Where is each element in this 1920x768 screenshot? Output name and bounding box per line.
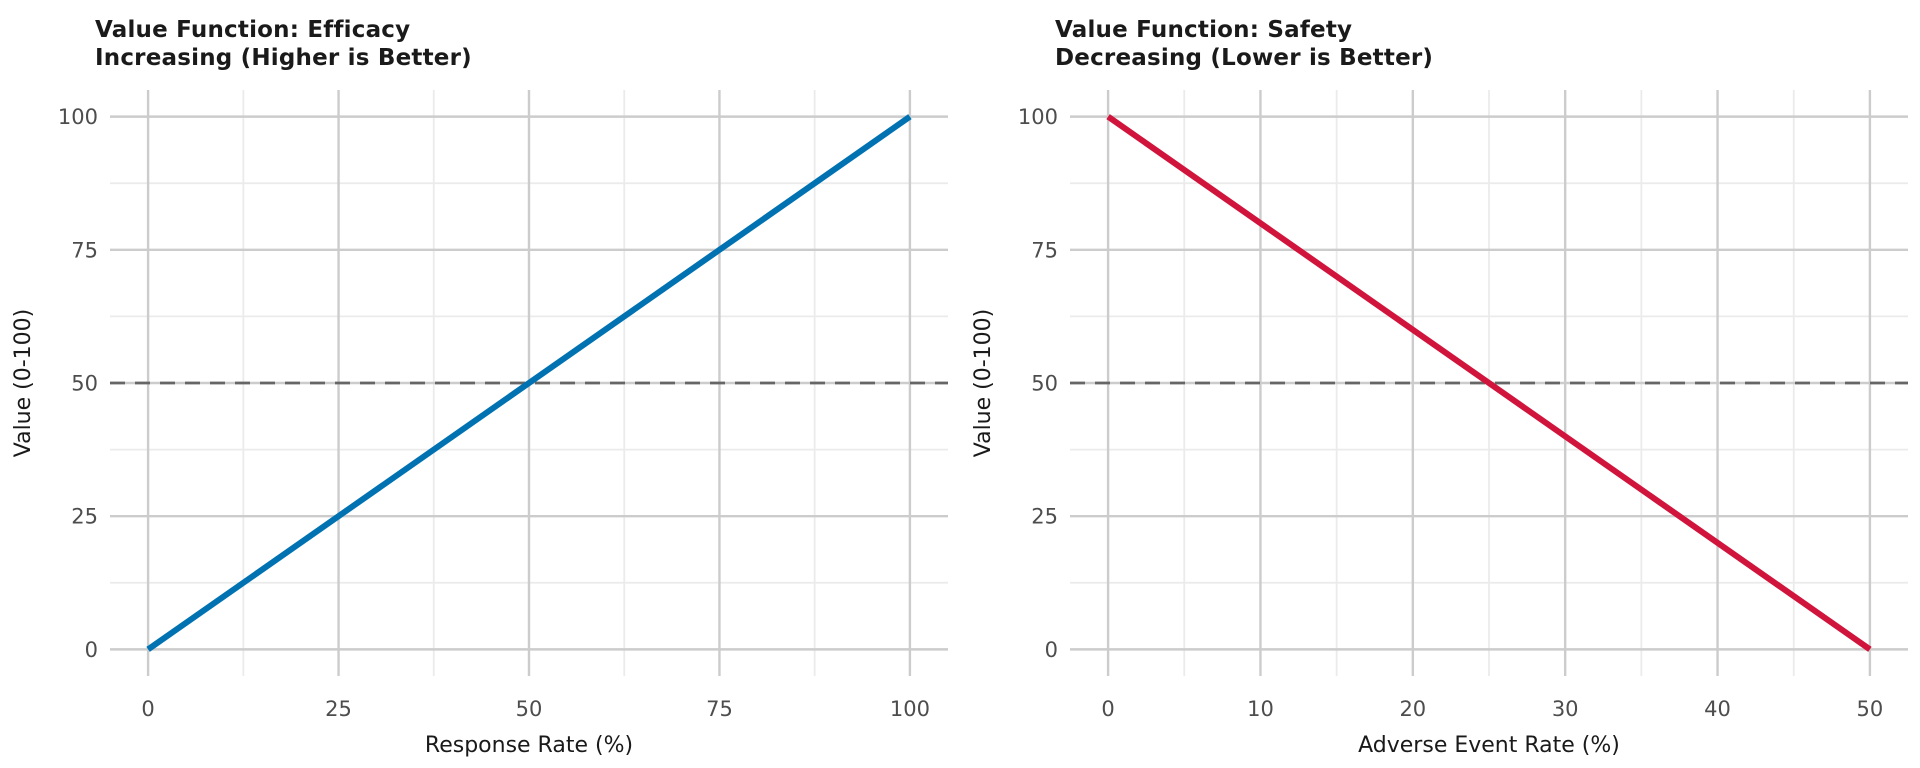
- safety-title-line1: Value Function: Safety: [1055, 17, 1353, 43]
- y-tick-label: 25: [1031, 505, 1058, 529]
- x-tick-label: 0: [1101, 697, 1114, 721]
- y-axis-label: Value (0-100): [11, 309, 36, 458]
- x-tick-label: 25: [325, 697, 352, 721]
- safety-title-line2: Decreasing (Lower is Better): [1055, 45, 1434, 72]
- x-tick-label: 50: [1857, 697, 1884, 721]
- y-tick-label: 100: [58, 105, 98, 129]
- efficacy-title-line1: Value Function: Efficacy: [95, 17, 411, 43]
- x-axis-label: Adverse Event Rate (%): [1358, 733, 1620, 758]
- y-tick-label: 50: [71, 372, 98, 396]
- efficacy-title-line2: Increasing (Higher is Better): [95, 45, 472, 72]
- y-tick-label: 75: [71, 238, 98, 262]
- y-tick-label: 50: [1031, 372, 1058, 396]
- x-tick-label: 50: [516, 697, 543, 721]
- y-tick-label: 100: [1018, 105, 1058, 129]
- y-tick-label: 75: [1031, 238, 1058, 262]
- efficacy-plot-area: 0 25 50 75 100 0 25 50 75 100 Response Rate (%) Val…: [11, 90, 948, 758]
- y-axis-label: Value (0-100): [971, 309, 996, 458]
- value-function-line: [1106, 114, 1872, 652]
- y-tick-label: 0: [1045, 638, 1058, 662]
- efficacy-chart-title: Value Function: Efficacy Increasing (Hig…: [95, 16, 960, 72]
- safety-chart-title: Value Function: Safety Decreasing (Lower…: [1055, 16, 1920, 72]
- x-tick-label: 0: [141, 697, 154, 721]
- x-axis-label: Response Rate (%): [425, 733, 633, 758]
- x-tick-label: 75: [706, 697, 733, 721]
- x-tick-label: 20: [1399, 697, 1426, 721]
- safety-chart: Value Function: Safety Decreasing (Lower…: [960, 0, 1920, 768]
- y-tick-label: 0: [85, 638, 98, 662]
- x-tick-label: 30: [1552, 697, 1579, 721]
- efficacy-chart: Value Function: Efficacy Increasing (Hig…: [11, 16, 960, 758]
- value-function-line: [146, 114, 912, 652]
- x-tick-label: 100: [890, 697, 930, 721]
- x-tick-label: 10: [1247, 697, 1274, 721]
- x-tick-label: 40: [1704, 697, 1731, 721]
- safety-plot-area: 0 10 20 30 40 50 0 25 50 75 100 Adverse Event Rate …: [971, 90, 1908, 758]
- y-tick-label: 25: [71, 505, 98, 529]
